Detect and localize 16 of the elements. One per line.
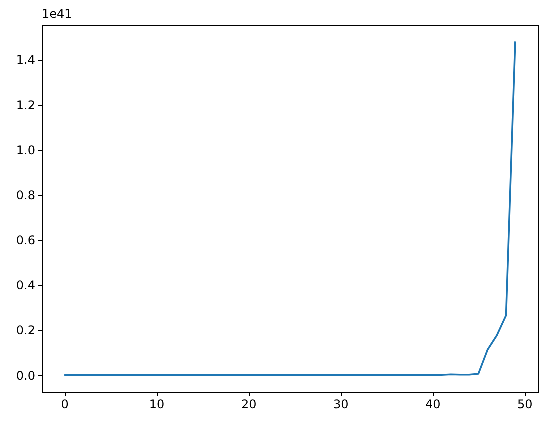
x-tick-label: 0 <box>61 398 69 412</box>
y-tick-label: 1.0 <box>16 143 36 158</box>
y-tick-label: 1.4 <box>16 53 36 68</box>
x-tick-label: 50 <box>518 398 533 412</box>
y-tick-label: 1.2 <box>16 98 36 112</box>
y-tick-label: 0.8 <box>16 188 36 202</box>
x-tick-label: 30 <box>333 398 349 412</box>
x-tick-label: 20 <box>241 398 257 412</box>
y-tick-label: 0.6 <box>16 234 36 248</box>
y-tick-label: 0.0 <box>16 368 36 383</box>
line-series <box>64 40 516 376</box>
x-tick-label: 40 <box>425 398 441 412</box>
y-tick-label: 0.2 <box>16 324 36 338</box>
x-tick-label: 10 <box>149 398 165 412</box>
y-tick-label: 0.4 <box>16 278 36 293</box>
text: 1e41 <box>42 7 72 21</box>
